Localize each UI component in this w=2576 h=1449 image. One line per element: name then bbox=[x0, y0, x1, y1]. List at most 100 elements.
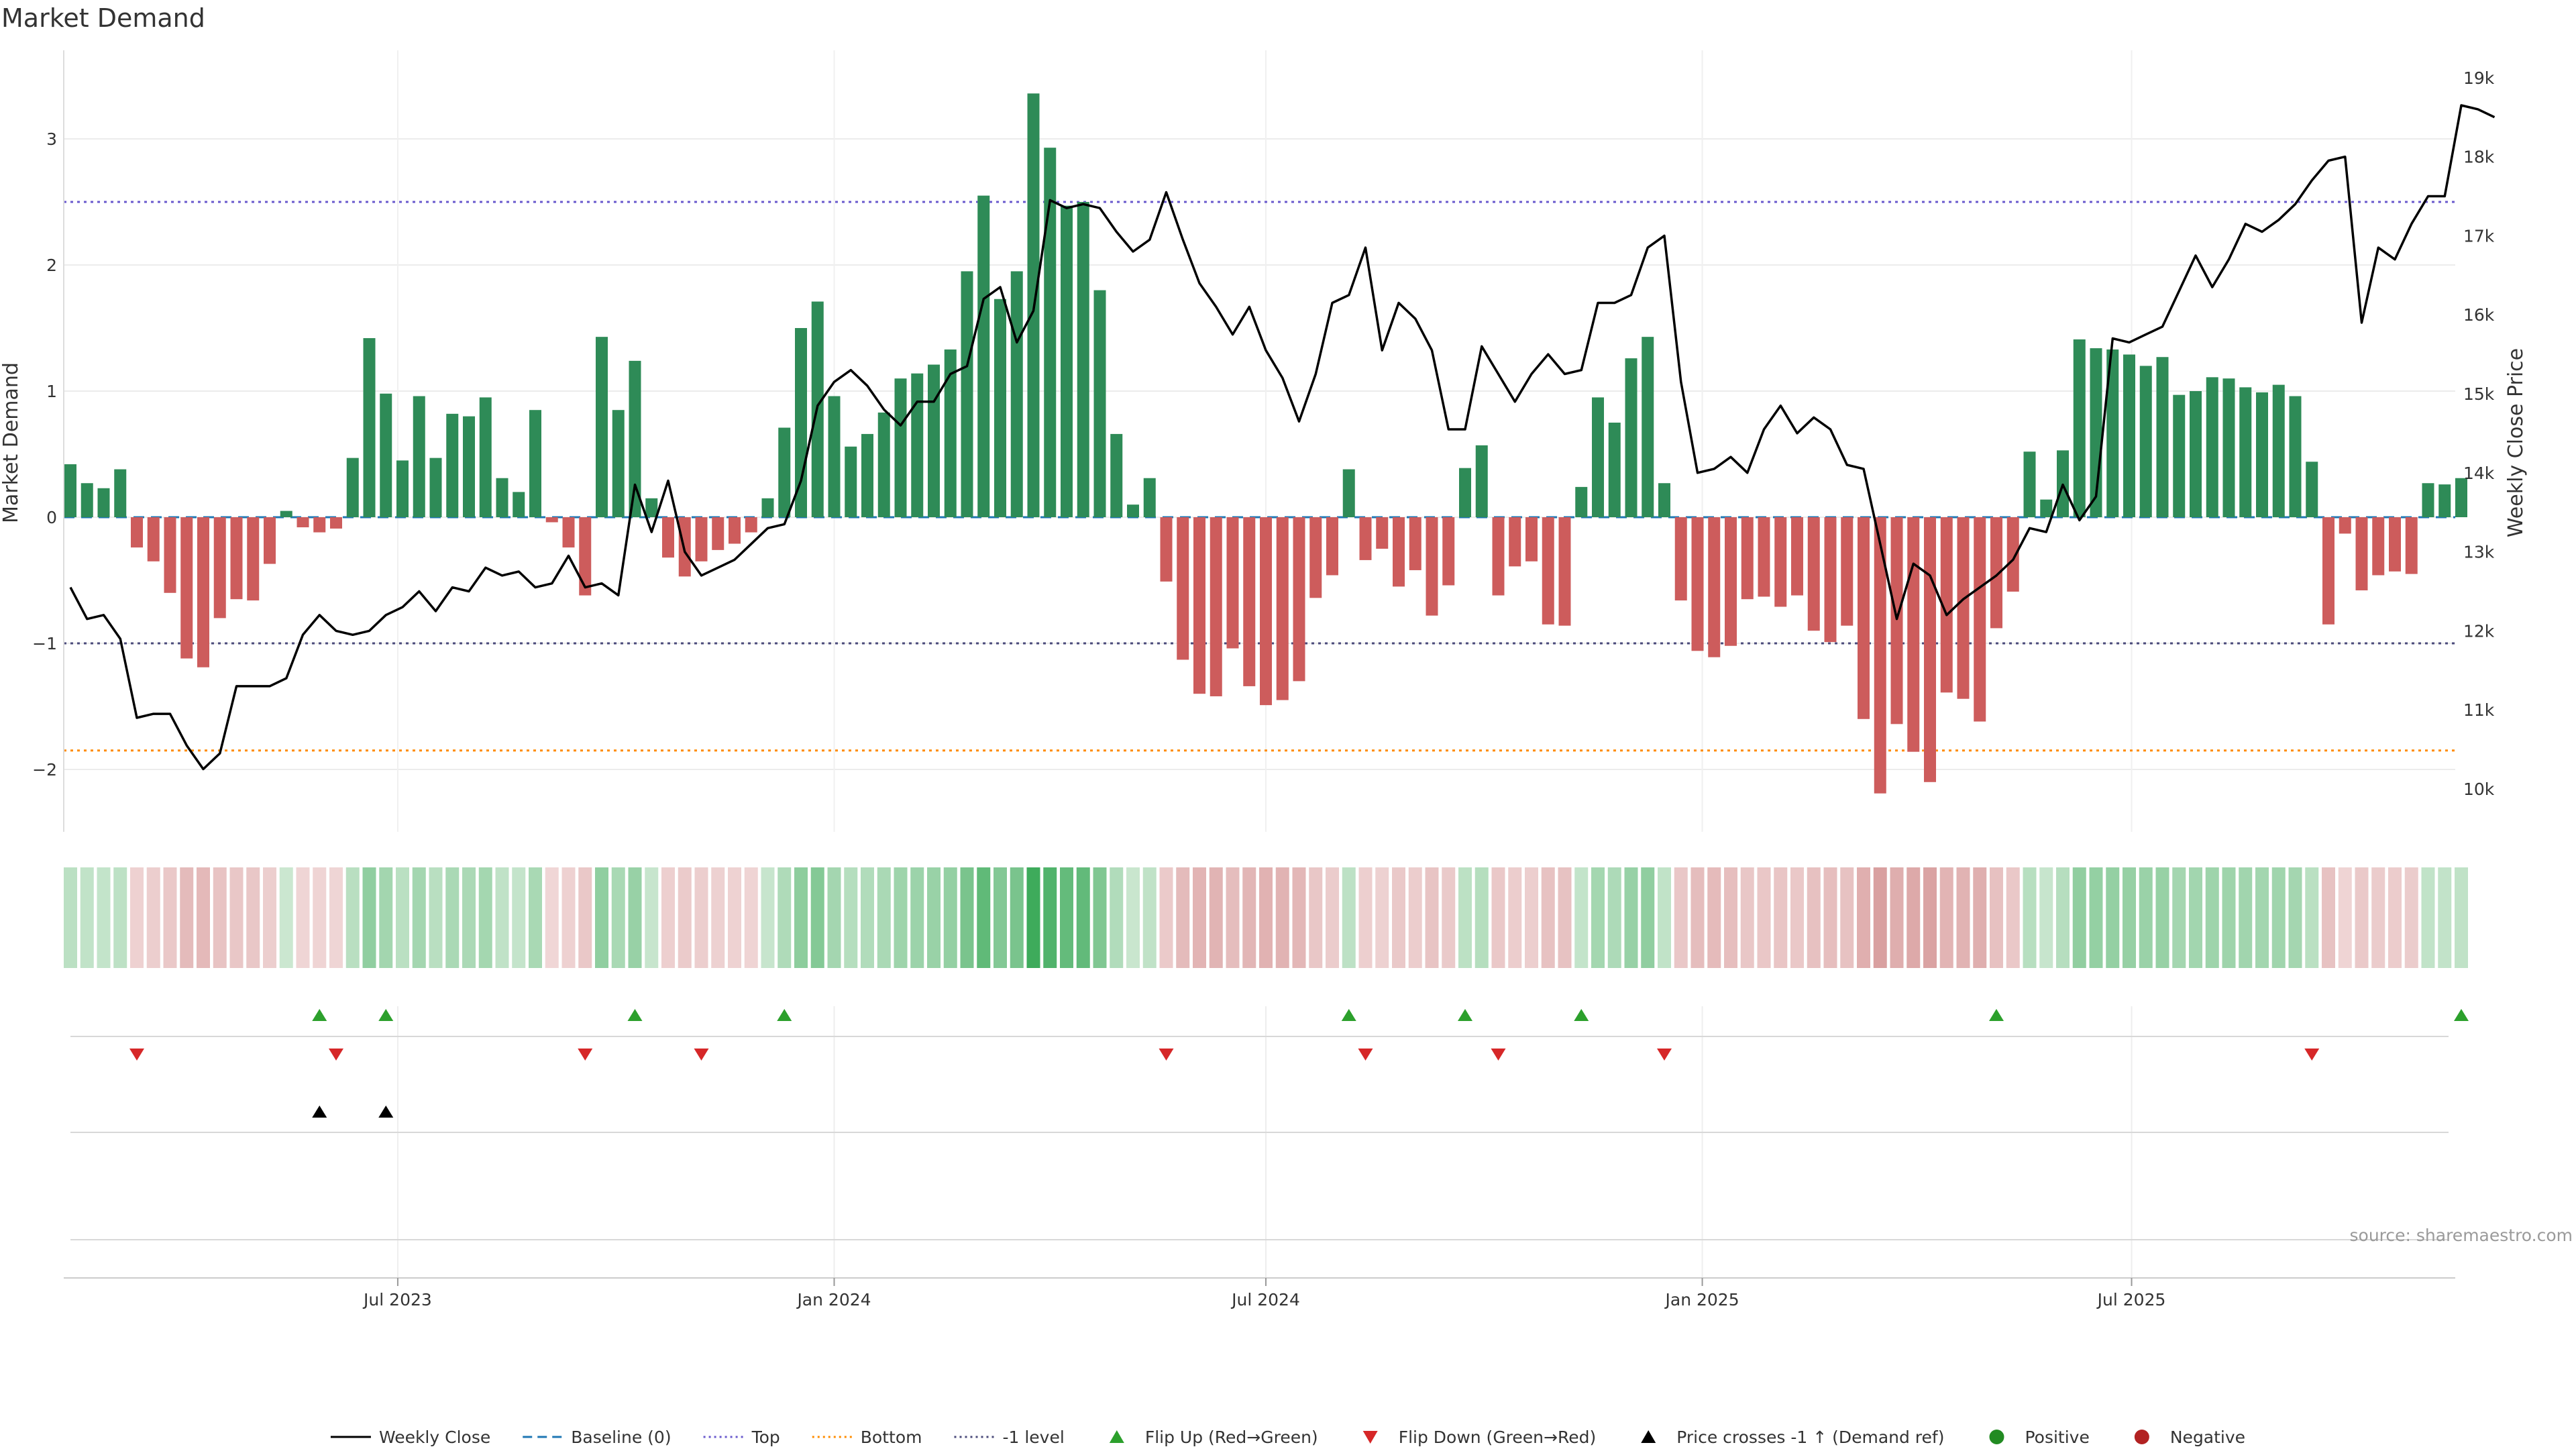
heat-cell bbox=[1358, 867, 1373, 968]
legend-label: -1 level bbox=[1002, 1428, 1064, 1447]
demand-bar bbox=[695, 517, 708, 561]
heat-cell bbox=[146, 867, 160, 968]
heat-cell bbox=[2355, 867, 2369, 968]
heat-cell bbox=[2189, 867, 2202, 968]
triangle-down-icon bbox=[694, 1049, 709, 1061]
heat-cell bbox=[1740, 867, 1754, 968]
heat-cell bbox=[495, 867, 509, 968]
demand-bar bbox=[1674, 517, 1687, 601]
heat-cell bbox=[1110, 867, 1124, 968]
heat-cell bbox=[478, 867, 492, 968]
heat-cell bbox=[197, 867, 210, 968]
triangle-down-icon bbox=[1358, 1049, 1373, 1061]
heat-cell bbox=[1873, 867, 1887, 968]
legend-positive: Positive bbox=[1989, 1428, 2090, 1447]
demand-bar bbox=[745, 517, 757, 533]
left-axis: 3 2 1 0 −1 −2 bbox=[32, 50, 64, 832]
demand-bar bbox=[562, 517, 575, 548]
heat-cell bbox=[960, 867, 974, 968]
heat-cell bbox=[445, 867, 460, 968]
heat-cell bbox=[1973, 867, 1987, 968]
time-tick-label: Jul 2025 bbox=[2096, 1290, 2166, 1309]
right-tick-label: 11k bbox=[2463, 700, 2495, 720]
demand-bar bbox=[1741, 517, 1754, 600]
heat-cell bbox=[645, 867, 659, 968]
demand-bar bbox=[1608, 423, 1621, 517]
demand-bar bbox=[429, 458, 442, 517]
heat-cell bbox=[1326, 867, 1339, 968]
demand-bar bbox=[230, 517, 243, 600]
legend-label: Baseline (0) bbox=[571, 1428, 671, 1447]
triangle-up-icon bbox=[1458, 1009, 1472, 1021]
demand-bar bbox=[2256, 392, 2268, 517]
demand-bar bbox=[363, 338, 376, 517]
heat-cell bbox=[2305, 867, 2319, 968]
triangle-down-icon bbox=[578, 1049, 593, 1061]
left-axis-title: Market Demand bbox=[0, 362, 23, 523]
weekly-close-path bbox=[69, 104, 2496, 771]
heat-cell bbox=[1226, 867, 1240, 968]
triangle-up-icon bbox=[378, 1009, 394, 1021]
heat-cell bbox=[2404, 867, 2418, 968]
demand-bar bbox=[330, 517, 342, 529]
time-tick-label: Jan 2024 bbox=[796, 1290, 871, 1309]
demand-bar bbox=[2023, 451, 2036, 517]
demand-bar bbox=[1492, 517, 1505, 596]
demand-bar bbox=[247, 517, 260, 601]
reference-lines bbox=[64, 201, 2455, 752]
circle-icon bbox=[2134, 1430, 2149, 1444]
heat-cell bbox=[1375, 867, 1389, 968]
demand-bar bbox=[1575, 486, 1588, 517]
heat-cell bbox=[810, 867, 824, 968]
demand-bar bbox=[313, 517, 326, 533]
heat-cell bbox=[130, 867, 144, 968]
demand-bar bbox=[180, 517, 193, 659]
right-tick-label: 14k bbox=[2463, 464, 2495, 483]
triangle-up-icon bbox=[1109, 1430, 1124, 1443]
demand-bar bbox=[2272, 384, 2285, 517]
heat-cell bbox=[761, 867, 775, 968]
heat-cell bbox=[1990, 867, 2003, 968]
heat-cell bbox=[1491, 867, 1505, 968]
heat-cell bbox=[2288, 867, 2302, 968]
heat-cell bbox=[1259, 867, 1273, 968]
heat-cell bbox=[2421, 867, 2435, 968]
heat-cell bbox=[877, 867, 891, 968]
heat-cell bbox=[246, 867, 260, 968]
demand-bar bbox=[2306, 462, 2318, 517]
heat-cell bbox=[1690, 867, 1705, 968]
demand-bar bbox=[729, 517, 741, 544]
left-tick-label: 3 bbox=[46, 129, 57, 149]
heat-cell bbox=[2039, 867, 2053, 968]
heat-cell bbox=[994, 867, 1007, 968]
source-label: source: sharemaestro.com bbox=[2350, 1226, 2573, 1245]
heat-cell bbox=[2222, 867, 2236, 968]
demand-bar bbox=[1243, 517, 1256, 686]
demand-bar bbox=[2206, 377, 2218, 517]
demand-heat-strip bbox=[64, 867, 2468, 968]
heat-cell bbox=[977, 867, 991, 968]
heat-cell bbox=[728, 867, 741, 968]
event-rows bbox=[70, 1009, 2469, 1240]
demand-bar bbox=[1276, 517, 1289, 700]
heat-cell bbox=[1890, 867, 1904, 968]
demand-bar bbox=[114, 469, 127, 517]
heat-cell bbox=[313, 867, 327, 968]
heat-cell bbox=[1674, 867, 1688, 968]
heat-cell bbox=[1159, 867, 1173, 968]
demand-bar bbox=[1293, 517, 1305, 682]
heat-cell bbox=[1541, 867, 1555, 968]
demand-bar bbox=[1841, 517, 1854, 626]
heat-cell bbox=[396, 867, 409, 968]
demand-bar bbox=[1592, 397, 1604, 517]
demand-bar bbox=[1210, 517, 1222, 696]
heat-cell bbox=[2322, 867, 2335, 968]
triangle-up-icon bbox=[627, 1009, 643, 1021]
heat-cell bbox=[943, 867, 957, 968]
heat-cell bbox=[296, 867, 310, 968]
left-tick-label: 0 bbox=[46, 508, 57, 527]
demand-bar bbox=[2372, 517, 2385, 576]
demand-bar bbox=[346, 458, 359, 517]
demand-bar bbox=[1957, 517, 1970, 699]
